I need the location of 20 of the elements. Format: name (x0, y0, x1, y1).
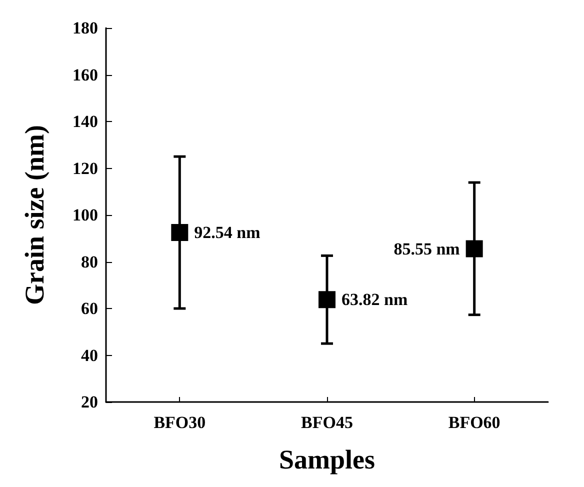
point (318, 291, 336, 308)
y-tick-label: 20 (81, 392, 98, 412)
x-tick-label: BFO30 (154, 413, 206, 432)
point (466, 240, 483, 258)
point (171, 224, 188, 241)
y-tick-label: 160 (72, 65, 98, 84)
y-tick-label: 40 (81, 346, 98, 365)
y-axis-title: Grain size (nm) (20, 125, 50, 305)
y-tick-label: 60 (81, 299, 98, 318)
x-axis-title: Samples (278, 444, 376, 474)
data-label: 85.55 nm (394, 239, 460, 258)
x-tick-label: BFO60 (448, 413, 500, 432)
data-label: 92.54 nm (194, 222, 260, 242)
data-label: 63.82 nm (342, 290, 408, 310)
y-tick-label: 140 (72, 112, 98, 131)
x-tick-label: BFO45 (301, 413, 353, 432)
y-tick-label: 100 (72, 206, 98, 224)
y-tick-label: 120 (72, 158, 98, 178)
y-tick-label: 180 (72, 18, 98, 38)
y-tick-label: 80 (81, 252, 98, 272)
